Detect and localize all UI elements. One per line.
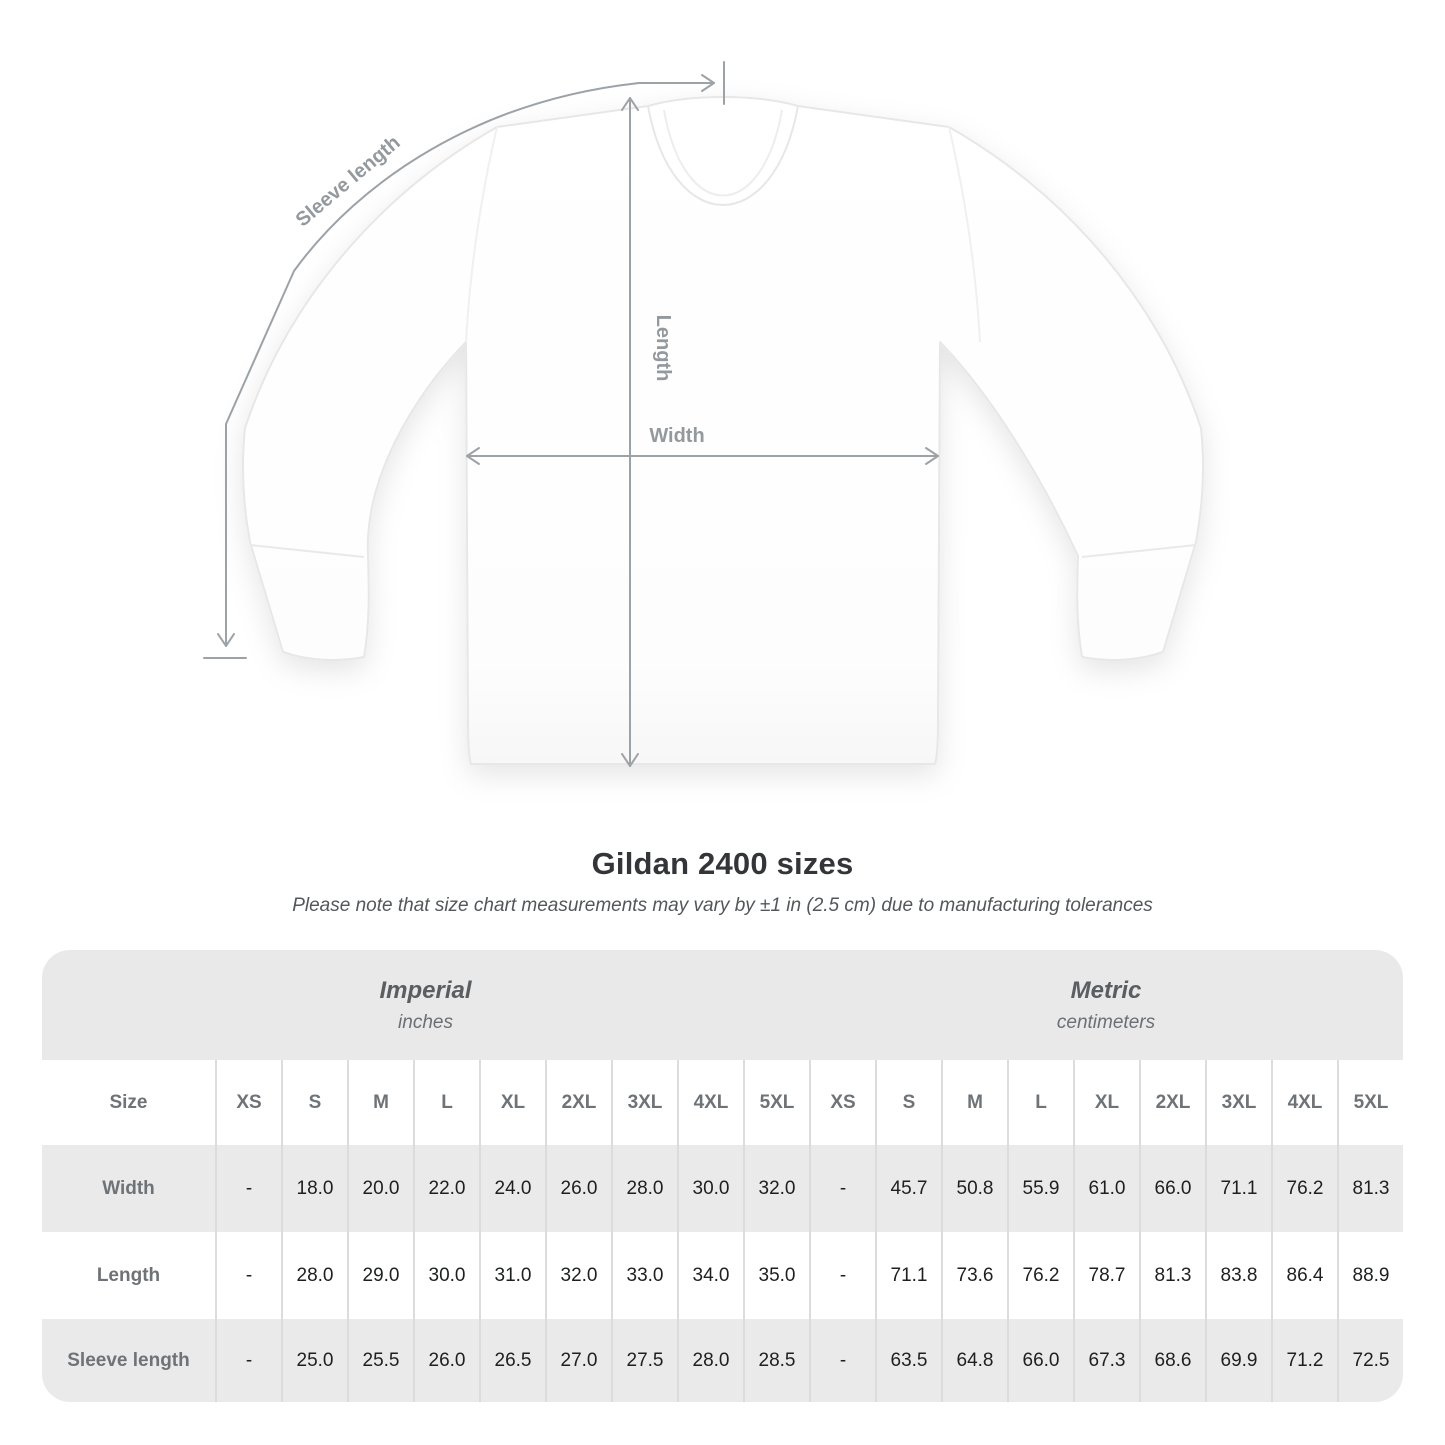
size-value-cell: 33.0 [611,1232,677,1319]
size-value-cell: 30.0 [413,1232,479,1319]
size-value-cell: 66.0 [1139,1145,1205,1232]
size-col-header: M [941,1060,1007,1145]
size-chart-table: Imperial inches Metric centimeters Size … [42,950,1403,1402]
size-col-header: M [347,1060,413,1145]
size-value-cell: 83.8 [1205,1232,1271,1319]
size-col-header: 3XL [1205,1060,1271,1145]
size-value-cell: - [809,1145,875,1232]
size-value-cell: 34.0 [677,1232,743,1319]
size-value-cell: 35.0 [743,1232,809,1319]
size-value-cell: 20.0 [347,1145,413,1232]
size-value-cell: 28.0 [611,1145,677,1232]
size-value-cell: 71.1 [1205,1145,1271,1232]
row-label: Width [42,1145,215,1232]
imperial-group-unit: inches [398,1011,453,1033]
size-value-cell: 26.0 [545,1145,611,1232]
size-value-cell: 76.2 [1271,1145,1337,1232]
size-value-cell: 29.0 [347,1232,413,1319]
size-value-cell: 86.4 [1271,1232,1337,1319]
collar-outline [647,105,799,206]
metric-group-name: Metric [1070,976,1142,1004]
size-value-cell: 67.3 [1073,1319,1139,1402]
size-value-cell: 50.8 [941,1145,1007,1232]
size-value-cell: 81.3 [1139,1232,1205,1319]
size-value-cell: 78.7 [1073,1232,1139,1319]
size-value-cell: 32.0 [545,1232,611,1319]
length-measure-line [621,97,639,767]
cuff-seam-left [249,544,365,558]
size-value-cell: 25.0 [281,1319,347,1402]
size-col-header: XL [479,1060,545,1145]
size-value-cell: 27.0 [545,1319,611,1402]
size-value-cell: 26.5 [479,1319,545,1402]
size-value-cell: 31.0 [479,1232,545,1319]
size-value-cell: 71.1 [875,1232,941,1319]
size-col-header: 5XL [743,1060,809,1145]
size-value-cell: - [809,1232,875,1319]
page-title: Gildan 2400 sizes [591,846,854,881]
size-col-header: S [281,1060,347,1145]
collar-rib-line [663,109,783,197]
size-value-cell: 63.5 [875,1319,941,1402]
size-value-cell: 68.6 [1139,1319,1205,1402]
size-value-cell: 26.0 [413,1319,479,1402]
size-col-header: 5XL [1337,1060,1403,1145]
size-value-cell: 32.0 [743,1145,809,1232]
armhole-seam-right [948,126,981,343]
size-col-header: XS [809,1060,875,1145]
metric-group-unit: centimeters [1056,1011,1156,1033]
cuff-seam-right [1081,544,1197,558]
length-label: Length [652,315,674,382]
size-value-cell: 55.9 [1007,1145,1073,1232]
shirt-illustration [241,96,1205,765]
armhole-seam-left [465,126,498,343]
size-col-header: XS [215,1060,281,1145]
size-value-cell: 69.9 [1205,1319,1271,1402]
size-col-header: 2XL [1139,1060,1205,1145]
size-value-cell: 61.0 [1073,1145,1139,1232]
size-value-cell: 81.3 [1337,1145,1403,1232]
size-value-cell: - [215,1145,281,1232]
width-measure-line [466,447,939,465]
size-value-cell: 25.5 [347,1319,413,1402]
size-col-header: 4XL [677,1060,743,1145]
row-label: Sleeve length [42,1319,215,1402]
size-value-cell: 72.5 [1337,1319,1403,1402]
size-value-cell: - [809,1319,875,1402]
size-col-header: 2XL [545,1060,611,1145]
imperial-unit-group: Imperial inches [42,950,809,1060]
size-value-cell: 22.0 [413,1145,479,1232]
size-value-cell: 71.2 [1271,1319,1337,1402]
size-col-header: L [413,1060,479,1145]
size-value-cell: 28.5 [743,1319,809,1402]
size-value-cell: 73.6 [941,1232,1007,1319]
size-value-cell: 88.9 [1337,1232,1403,1319]
size-col-header: XL [1073,1060,1139,1145]
size-value-cell: 18.0 [281,1145,347,1232]
size-value-cell: - [215,1232,281,1319]
sleeve-length-measure-line [203,61,725,659]
size-col-header: 4XL [1271,1060,1337,1145]
size-col-header: L [1007,1060,1073,1145]
metric-unit-group: Metric centimeters [809,950,1403,1060]
imperial-group-name: Imperial [379,976,472,1004]
row-label: Length [96,1264,161,1286]
size-value-cell: 66.0 [1007,1319,1073,1402]
size-corner-header: Size [109,1091,148,1113]
tolerance-note: Please note that size chart measurements… [292,895,1153,916]
size-value-cell: 27.5 [611,1319,677,1402]
size-value-cell: 45.7 [875,1145,941,1232]
size-value-cell: 76.2 [1007,1232,1073,1319]
size-col-header: S [875,1060,941,1145]
width-label: Width [649,425,704,447]
shirt-measurement-diagram: Sleeve length Length Width [203,61,1205,767]
size-value-cell: 28.0 [281,1232,347,1319]
size-value-cell: - [215,1319,281,1402]
size-value-cell: 28.0 [677,1319,743,1402]
size-col-header: 3XL [611,1060,677,1145]
size-value-cell: 24.0 [479,1145,545,1232]
size-value-cell: 64.8 [941,1319,1007,1402]
size-value-cell: 30.0 [677,1145,743,1232]
